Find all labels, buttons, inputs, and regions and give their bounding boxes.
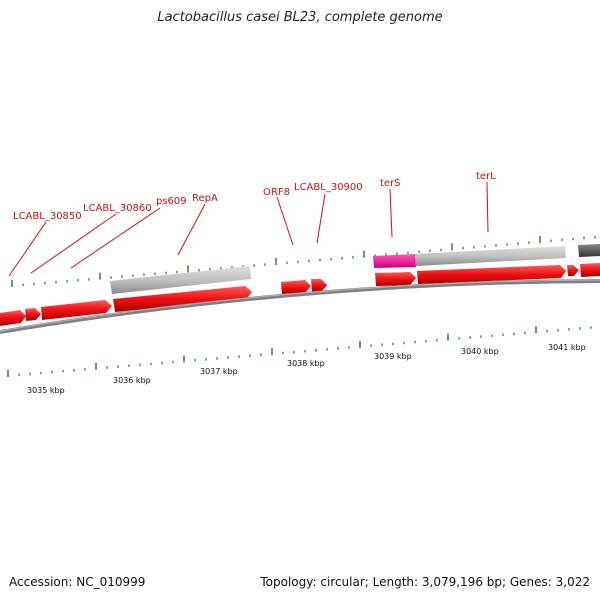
genome-backbone-highlight [0, 279, 600, 332]
label-lcabl-30850: LCABL_30850 [13, 211, 82, 222]
gene-labels: LCABL_30850 LCABL_30860 ps609 RepA ORF8 … [13, 171, 496, 222]
gene-arrow-4 [113, 286, 252, 312]
gene-arrow-8 [417, 265, 566, 284]
gene-arrow-3 [41, 300, 112, 320]
gene-arrow-5 [281, 280, 311, 295]
gene-arrow-10 [580, 263, 600, 277]
leader-lcabl-30850 [8, 221, 47, 277]
label-leader-lines [8, 181, 489, 277]
genome-backbone [0, 279, 600, 334]
leader-ps609 [70, 207, 161, 269]
scale-label-3036: 3036 kbp [113, 376, 151, 385]
pink-feature [373, 254, 416, 268]
leader-terl [486, 181, 489, 233]
pseudo-gene-left [110, 266, 251, 294]
scale-label-3038: 3038 kbp [287, 359, 325, 368]
upper-tick-row [11, 235, 596, 287]
leader-repa [177, 203, 206, 256]
scale-label-3039: 3039 kbp [374, 352, 412, 361]
leader-lcabl-30860 [30, 213, 117, 274]
scale-label-3040: 3040 kbp [461, 347, 499, 356]
scale-labels: 3035 kbp 3036 kbp 3037 kbp 3038 kbp 3039… [27, 343, 586, 395]
label-orf8: ORF8 [263, 187, 290, 198]
dark-feature-right [578, 244, 600, 257]
scale-label-3035: 3035 kbp [27, 386, 65, 395]
label-lcabl-30860: LCABL_30860 [83, 203, 152, 214]
gene-arrow-2 [25, 308, 41, 321]
lower-tick-row [7, 326, 592, 377]
label-ters: terS [380, 178, 401, 189]
accession-text: Accession: NC_010999 [9, 575, 146, 589]
gene-arrow-7 [375, 272, 416, 286]
outer-feature-ring [110, 244, 600, 294]
gene-arrow-6 [311, 279, 327, 292]
leader-lcabl-30900 [316, 193, 326, 244]
map-title: Lactobacillus casei BL23, complete genom… [157, 10, 443, 25]
leader-ters [389, 188, 393, 238]
gene-arrow-9 [567, 265, 579, 276]
label-repa: RepA [192, 193, 218, 204]
label-ps609: ps609 [156, 196, 187, 207]
gene-arrows [0, 263, 600, 326]
scale-label-3041: 3041 kbp [548, 343, 586, 352]
pseudo-gene-terl [415, 246, 566, 266]
label-terl: terL [476, 171, 496, 182]
leader-orf8 [276, 196, 294, 246]
genome-summary-text: Topology: circular; Length: 3,079,196 bp… [260, 575, 590, 589]
gene-arrow-1 [0, 310, 26, 326]
scale-label-3037: 3037 kbp [200, 367, 238, 376]
label-lcabl-30900: LCABL_30900 [294, 182, 363, 193]
